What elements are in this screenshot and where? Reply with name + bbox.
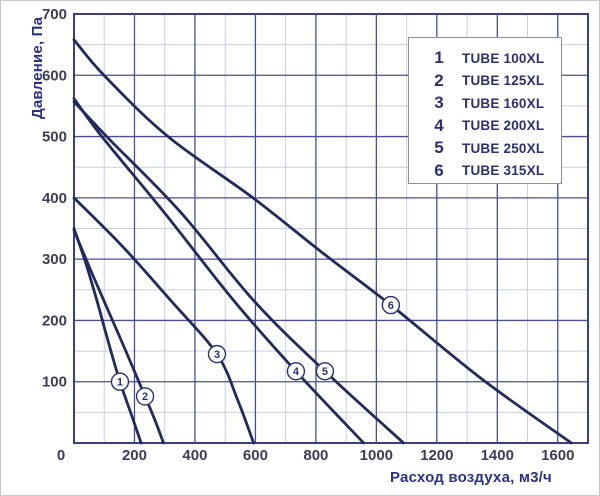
legend-series-number: 1 xyxy=(434,48,444,68)
curve-markers: 1 2 3 4 5 6 xyxy=(110,295,401,406)
curve-marker-number-3: 3 xyxy=(214,349,220,361)
curve-marker-number-6: 6 xyxy=(388,300,394,312)
y-tick-label: 500 xyxy=(42,129,67,146)
curve-4-tube-200xl xyxy=(72,97,366,445)
y-tick-labels: 100 200 300 400 500 600 700 xyxy=(42,6,67,391)
x-tick-label: 1600 xyxy=(541,447,574,464)
x-tick-label: 1000 xyxy=(360,447,393,464)
x-tick-label: 0 xyxy=(57,447,65,464)
legend-series-label: TUBE 100XL xyxy=(462,50,545,66)
curves xyxy=(72,38,573,445)
y-axis-title: Давление, Па xyxy=(29,16,46,119)
x-tick-label: 400 xyxy=(182,447,207,464)
x-tick-label: 1200 xyxy=(420,447,453,464)
legend-series-label: TUBE 315XL xyxy=(462,163,545,179)
legend-series-label: TUBE 250XL xyxy=(462,140,545,156)
curve-5-tube-250xl xyxy=(72,100,405,445)
legend-series-number: 5 xyxy=(434,138,444,158)
y-tick-label: 600 xyxy=(42,67,67,84)
legend-series-label: TUBE 200XL xyxy=(462,118,545,134)
legend: 1 TUBE 100XL 2 TUBE 125XL 3 TUBE 160XL 4 TUBE 2… xyxy=(408,37,562,184)
legend-series-number: 4 xyxy=(434,115,444,135)
curve-6-tube-315xl xyxy=(72,38,573,445)
x-tick-label: 200 xyxy=(122,447,147,464)
curve-marker-circle-1 xyxy=(110,372,130,391)
curve-marker-circle-2 xyxy=(135,387,155,406)
curve-marker-number-5: 5 xyxy=(322,366,328,378)
curve-marker-circle-5 xyxy=(315,362,335,381)
y-tick-label: 100 xyxy=(42,374,67,391)
curve-marker-number-1: 1 xyxy=(117,377,123,389)
legend-series-label: TUBE 125XL xyxy=(462,73,545,89)
curve-marker-number-2: 2 xyxy=(142,391,148,403)
x-tick-labels: 0 200 400 600 800 1000 1200 1400 1600 xyxy=(57,447,575,464)
curve-marker-circle-4 xyxy=(286,362,306,381)
curve-marker-circle-6 xyxy=(381,295,401,315)
y-tick-label: 200 xyxy=(42,312,67,329)
y-tick-label: 300 xyxy=(42,251,67,268)
curve-1-tube-100xl xyxy=(72,227,143,445)
legend-series-number: 6 xyxy=(434,160,444,180)
y-tick-label: 700 xyxy=(42,6,67,23)
x-tick-label: 1400 xyxy=(481,447,514,464)
curve-marker-circle-3 xyxy=(207,344,227,364)
legend-series-number: 3 xyxy=(434,93,444,113)
y-tick-label: 400 xyxy=(42,190,67,207)
legend-item: 4 TUBE 200XL xyxy=(409,115,561,138)
legend-item: 2 TUBE 125XL xyxy=(409,70,561,93)
legend-item: 6 TUBE 315XL xyxy=(409,160,561,183)
legend-series-label: TUBE 160XL xyxy=(462,95,545,111)
legend-item: 5 TUBE 250XL xyxy=(409,137,561,160)
legend-item: 3 TUBE 160XL xyxy=(409,92,561,115)
curve-2-tube-125xl xyxy=(72,228,165,445)
x-tick-label: 800 xyxy=(303,447,328,464)
curve-marker-number-4: 4 xyxy=(293,366,300,378)
legend-item: 1 TUBE 100XL xyxy=(409,47,561,70)
x-tick-label: 600 xyxy=(243,447,268,464)
legend-series-number: 2 xyxy=(434,70,444,90)
curve-3-tube-160xl xyxy=(72,196,255,445)
x-axis-title: Расход воздуха, м3/ч xyxy=(390,469,552,486)
